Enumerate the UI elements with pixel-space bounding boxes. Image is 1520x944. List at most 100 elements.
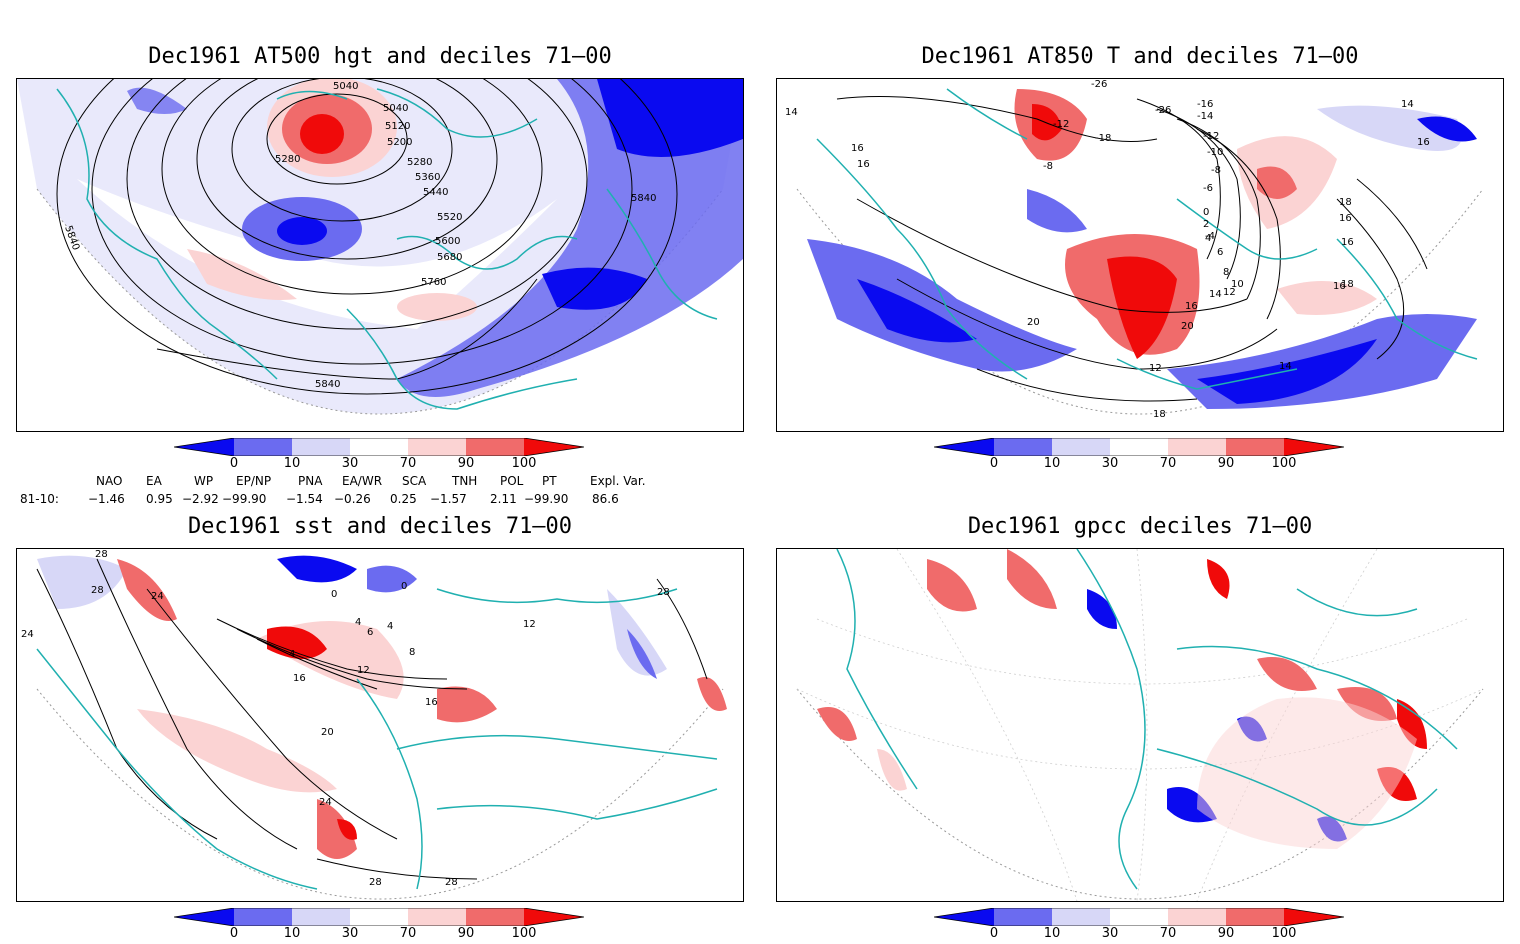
index-value: −1.57 <box>430 492 467 506</box>
colorbar-tick: 100 <box>1271 456 1297 471</box>
contour-label: -26 <box>1091 79 1107 90</box>
contour-label: 28 <box>95 549 108 560</box>
contour-label: 2 <box>1203 219 1209 230</box>
map-sst: 28 28 24 24 0 0 4 4 4 6 8 12 16 16 20 24… <box>16 548 744 902</box>
colorbar-hgt: 0 10 30 70 90 100 <box>173 437 585 474</box>
contour-label: 0 <box>1203 207 1209 218</box>
contour-label: 4 <box>289 649 295 660</box>
contour-label: 20 <box>1181 321 1194 332</box>
t850-contour-labels: 14 16 16 -12 -8 -26 -26 -18 -16 -14 -12 … <box>785 79 1430 420</box>
colorbar-tick: 10 <box>283 926 301 941</box>
contour-label: 8 <box>409 647 415 658</box>
index-header: TNH <box>452 474 478 488</box>
panel-title-hgt: Dec1961 AT500 hgt and deciles 71–00 <box>148 44 612 69</box>
index-value: −1.46 <box>88 492 125 506</box>
contour-label: 6 <box>367 627 373 638</box>
contour-label: 16 <box>1417 137 1430 148</box>
contour-label: 24 <box>151 591 164 602</box>
index-header: EP/NP <box>236 474 272 488</box>
colorbar-tick: 70 <box>399 456 417 471</box>
index-value: 0.25 <box>390 492 417 506</box>
contour-label: 5840 <box>631 193 656 204</box>
contour-label: -26 <box>1155 105 1171 116</box>
contour-label: 5200 <box>387 137 412 148</box>
contour-label: 5280 <box>407 157 432 168</box>
contour-label: 6 <box>1217 247 1223 258</box>
contour-label: 5040 <box>383 103 408 114</box>
contour-label: 5520 <box>437 212 462 223</box>
map-gpcc <box>776 548 1504 902</box>
contour-label: 12 <box>357 665 370 676</box>
index-value: 2.11 <box>490 492 517 506</box>
colorbar-tick: 10 <box>1043 926 1061 941</box>
contour-label: 16 <box>851 143 864 154</box>
colorbar-tick: 90 <box>457 456 475 471</box>
index-header: PNA <box>298 474 323 488</box>
colorbar-tick: 0 <box>989 926 999 941</box>
contour-label: 28 <box>369 877 382 888</box>
contour-label: 16 <box>1341 237 1354 248</box>
colorbar-tick: 10 <box>1043 456 1061 471</box>
contour-label: 14 <box>1401 99 1414 110</box>
contour-label: 16 <box>293 673 306 684</box>
contour-label: 10 <box>1231 279 1244 290</box>
contour-label: -16 <box>1197 99 1213 110</box>
index-header: EA/WR <box>342 474 383 488</box>
contour-label: 0 <box>401 581 407 592</box>
index-header: WP <box>194 474 214 488</box>
contour-label: 20 <box>321 727 334 738</box>
contour-label: 16 <box>1185 301 1198 312</box>
index-value: −2.92 <box>182 492 219 506</box>
contour-label: 14 <box>1279 361 1292 372</box>
contour-label: 24 <box>21 629 34 640</box>
colorbar-tick: 30 <box>1101 926 1119 941</box>
index-header: POL <box>500 474 524 488</box>
colorbar-tick: 70 <box>1159 456 1177 471</box>
colorbar-tick: 100 <box>511 456 537 471</box>
contour-label: -8 <box>1211 165 1221 176</box>
colorbar-tick: 30 <box>1101 456 1119 471</box>
contour-label: 28 <box>445 877 458 888</box>
contour-label: 5760 <box>421 277 446 288</box>
contour-label: 18 <box>1339 197 1352 208</box>
colorbar-tick: 90 <box>1217 926 1235 941</box>
panel-title-gpcc: Dec1961 gpcc deciles 71–00 <box>967 514 1313 539</box>
contour-label: 12 <box>1223 287 1236 298</box>
contour-label: 5120 <box>385 121 410 132</box>
contour-label: 28 <box>91 585 104 596</box>
colorbar-tick: 30 <box>341 926 359 941</box>
contour-label: 4 <box>355 617 361 628</box>
contour-label: 24 <box>319 797 332 808</box>
map-t850: 14 16 16 -12 -8 -26 -26 -18 -16 -14 -12 … <box>776 78 1504 432</box>
contour-label: 5440 <box>423 187 448 198</box>
contour-label: 14 <box>1209 289 1222 300</box>
contour-label: 8 <box>1223 267 1229 278</box>
contour-label: -10 <box>1207 147 1223 158</box>
contour-label: 16 <box>1339 213 1352 224</box>
contour-label: 16 <box>857 159 870 170</box>
index-value: −99.90 <box>524 492 569 506</box>
contour-label: 14 <box>785 107 798 118</box>
index-value: −1.54 <box>286 492 323 506</box>
contour-label: 28 <box>657 587 670 598</box>
index-header: Expl. Var. <box>590 474 646 488</box>
contour-label: 0 <box>331 589 337 600</box>
colorbar-tick: 100 <box>1271 926 1297 941</box>
contour-label: 4 <box>387 621 393 632</box>
contour-label: 20 <box>1027 317 1040 328</box>
index-value: 86.6 <box>592 492 619 506</box>
index-header: PT <box>542 474 557 488</box>
colorbar-gpcc: 0 10 30 70 90 100 <box>933 907 1345 944</box>
sst-contour-labels: 28 28 24 24 0 0 4 4 4 6 8 12 16 16 20 24… <box>21 549 670 888</box>
contour-label: 5280 <box>275 154 300 165</box>
index-header: NAO <box>96 474 123 488</box>
contour-label: -6 <box>1203 183 1213 194</box>
index-header: EA <box>146 474 162 488</box>
index-value: 0.95 <box>146 492 173 506</box>
contour-label: -18 <box>1095 133 1111 144</box>
contour-label: 16 <box>425 697 438 708</box>
contour-label: -14 <box>1197 111 1213 122</box>
contour-label: 5040 <box>333 81 358 92</box>
contour-label: -12 <box>1203 131 1219 142</box>
colorbar-tick: 0 <box>229 926 239 941</box>
